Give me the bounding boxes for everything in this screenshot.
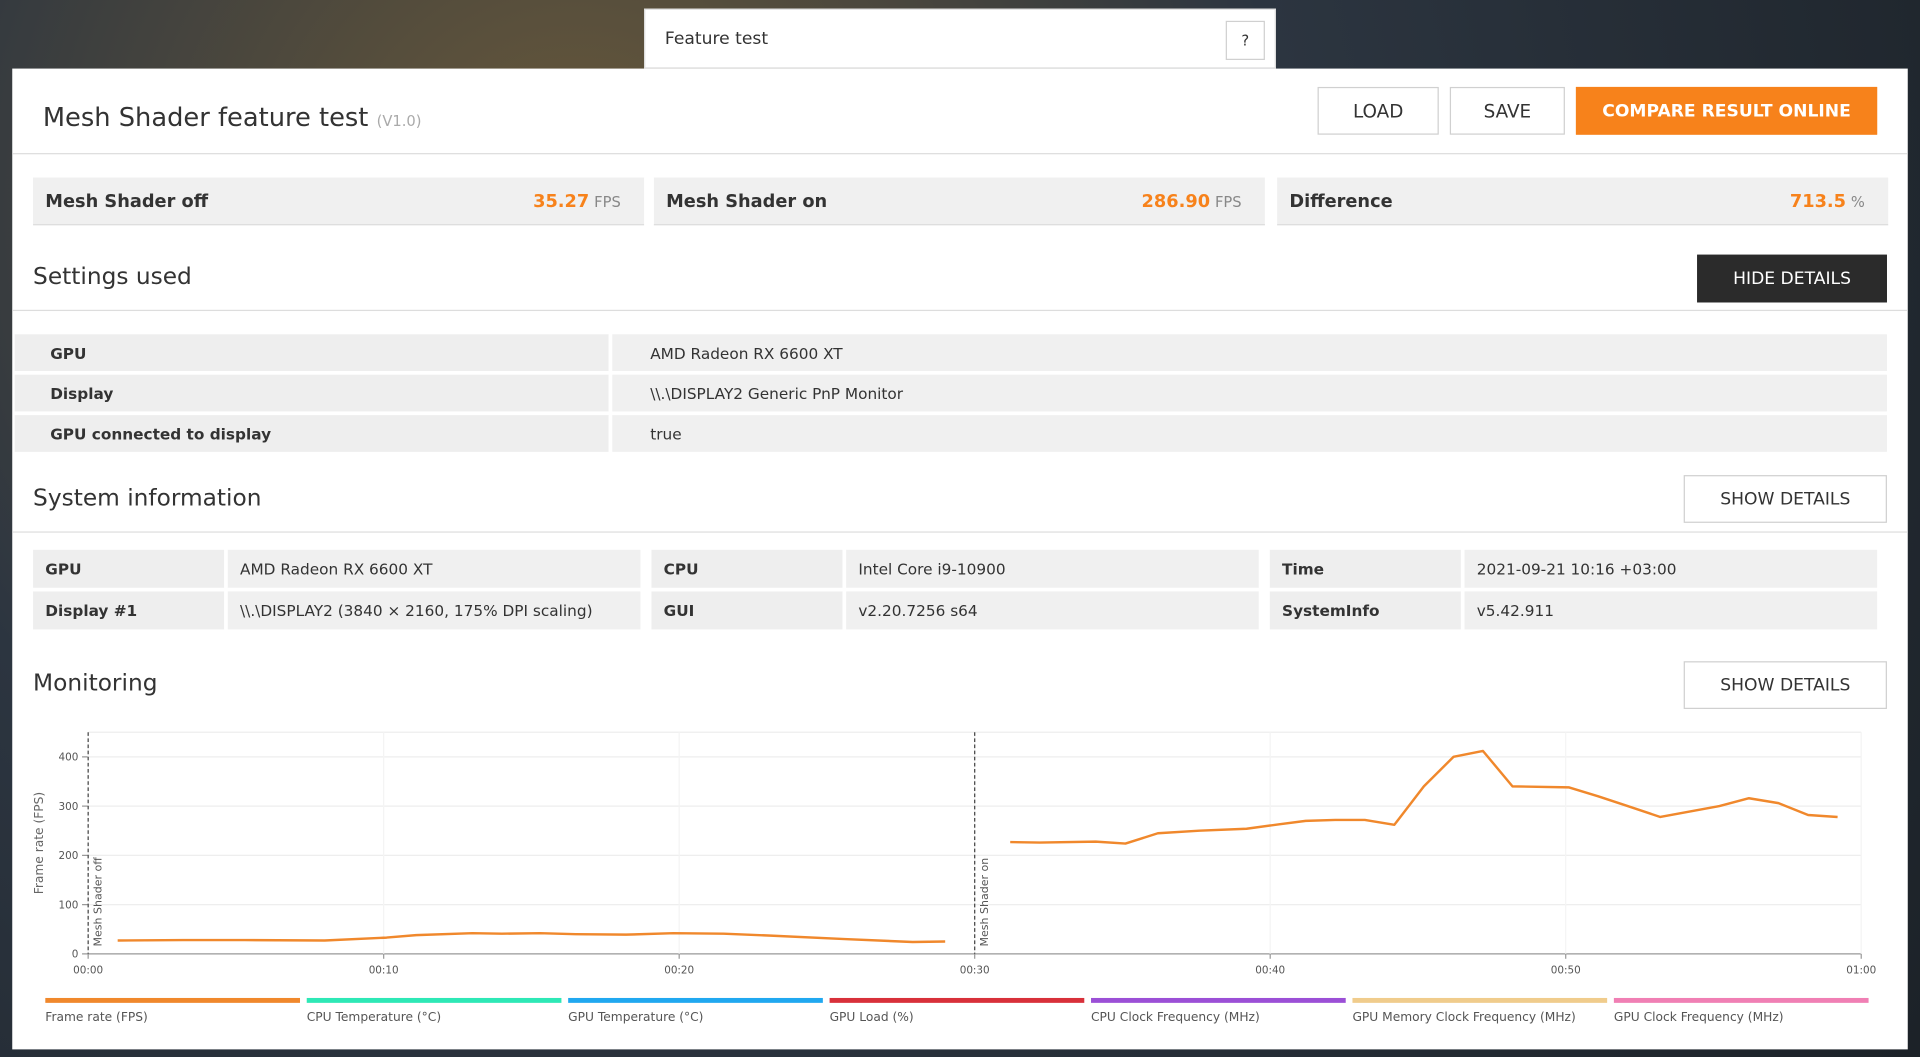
sysinfo-value-cell: AMD Radeon RX 6600 XT xyxy=(227,549,641,588)
x-tick-label: 00:40 xyxy=(1255,964,1285,976)
legend-label: CPU Clock Frequency (MHz) xyxy=(1091,1010,1260,1024)
sysinfo-label-cell: CPU xyxy=(651,549,843,588)
result-value: 713.5 xyxy=(1789,191,1847,212)
marker-label: Mesh Shader off xyxy=(92,857,105,947)
y-tick-label: 100 xyxy=(59,899,79,911)
legend-label: GPU Load (%) xyxy=(830,1010,914,1024)
save-button[interactable]: SAVE xyxy=(1449,86,1565,135)
result-unit: FPS xyxy=(1214,192,1242,210)
version: (V1.0) xyxy=(376,112,422,130)
result-value: 286.90 xyxy=(1141,191,1211,212)
sysinfo-label-cell: Time xyxy=(1269,549,1461,588)
sysinfo-label-cell: Display #1 xyxy=(33,591,225,630)
legend-label: Frame rate (FPS) xyxy=(45,1010,147,1024)
legend-label: CPU Temperature (°C) xyxy=(307,1010,441,1024)
show-details-button[interactable]: SHOW DETAILS xyxy=(1683,475,1887,523)
separator xyxy=(12,309,1908,312)
section-title: Monitoring xyxy=(33,669,158,697)
compare-button[interactable]: COMPARE RESULT ONLINE xyxy=(1575,86,1878,135)
hide-details-button[interactable]: HIDE DETAILS xyxy=(1697,254,1887,303)
tab-title: Feature test xyxy=(664,29,769,49)
legend-label: GPU Memory Clock Frequency (MHz) xyxy=(1352,1010,1575,1024)
section-title: Settings used xyxy=(33,263,192,291)
separator xyxy=(12,153,1908,155)
x-tick-label: 00:30 xyxy=(960,964,990,976)
tab: Feature test ? xyxy=(644,8,1276,69)
load-button[interactable]: LOAD xyxy=(1317,86,1439,135)
legend-swatch xyxy=(306,997,562,1003)
line xyxy=(117,749,1838,944)
header: Mesh Shader feature test (V1.0) xyxy=(43,103,422,132)
sysinfo-value-cell: v5.42.911 xyxy=(1464,591,1878,630)
result-box xyxy=(1277,177,1889,226)
legend-swatch xyxy=(1613,997,1869,1003)
x-tick-label: 01:00 xyxy=(1846,964,1876,976)
settings-label-cell: Display xyxy=(14,374,609,412)
y-tick-label: 0 xyxy=(72,949,79,961)
marker-label: Mesh Shader on xyxy=(978,858,991,947)
sysinfo-label-cell: GPU xyxy=(33,549,225,588)
legend-label: GPU Clock Frequency (MHz) xyxy=(1614,1010,1784,1024)
result-unit: FPS xyxy=(594,192,621,210)
result-label: Difference xyxy=(1289,191,1393,212)
sysinfo-value-cell: v2.20.7256 s64 xyxy=(846,591,1259,630)
show-details-button[interactable]: SHOW DETAILS xyxy=(1683,661,1887,709)
separator xyxy=(12,531,1908,533)
legend-swatch xyxy=(1352,997,1608,1003)
result-label: Mesh Shader on xyxy=(666,191,828,212)
result-box xyxy=(653,177,1265,226)
y-tick-label: 300 xyxy=(59,801,79,813)
title: Mesh Shader feature test xyxy=(42,102,369,133)
sysinfo-label-cell: SystemInfo xyxy=(1269,591,1461,630)
legend-label: GPU Temperature (°C) xyxy=(568,1010,703,1024)
settings-value-cell: AMD Radeon RX 6600 XT xyxy=(612,334,1887,372)
sysinfo-label-cell: GUI xyxy=(651,591,843,630)
y-axis-label: Frame rate (FPS) xyxy=(32,792,46,894)
settings-value-cell: \\.\DISPLAY2 Generic PnP Monitor xyxy=(612,374,1887,412)
sysinfo-value-cell: Intel Core i9-10900 xyxy=(846,549,1259,588)
sysinfo-value-cell: 2021-09-21 10:16 +03:00 xyxy=(1464,549,1878,588)
settings-label-cell: GPU xyxy=(14,334,609,372)
section-title: System information xyxy=(33,484,262,512)
legend-swatch xyxy=(568,997,823,1003)
settings-value-cell: true xyxy=(612,415,1887,452)
result-box xyxy=(33,177,645,226)
x-tick-label: 00:20 xyxy=(664,964,694,976)
y-tick-label: 400 xyxy=(59,752,79,764)
x-tick-label: 00:00 xyxy=(73,964,103,976)
result-label: Mesh Shader off xyxy=(45,191,209,212)
result-value: 35.27 xyxy=(533,191,590,212)
result-unit: % xyxy=(1850,192,1865,210)
y-tick-label: 200 xyxy=(59,850,79,862)
settings-label-cell: GPU connected to display xyxy=(14,415,609,452)
sysinfo-value-cell: \\.\DISPLAY2 (3840 × 2160, 175% DPI scal… xyxy=(227,591,641,630)
help-button[interactable]: ? xyxy=(1225,20,1265,60)
legend-swatch xyxy=(1091,997,1346,1003)
x-tick-label: 00:10 xyxy=(369,964,399,976)
legend-swatch xyxy=(829,997,1085,1003)
legend-swatch xyxy=(45,997,300,1003)
x-tick-label: 00:50 xyxy=(1551,964,1581,976)
chart: 0 100 200 300 400 00:00 00:10 00:20 00:30 00:40 00… xyxy=(32,731,1876,1024)
